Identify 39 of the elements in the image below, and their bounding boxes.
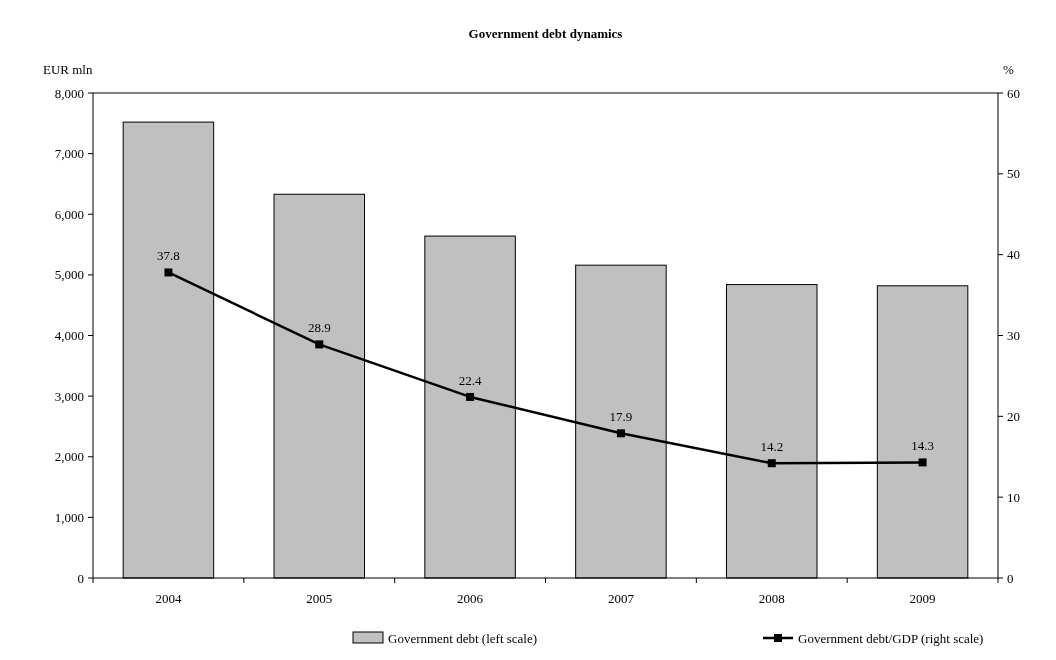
data-label: 14.2 [760, 439, 784, 455]
point [466, 392, 475, 401]
y-tick-label: 3,000 [54, 388, 84, 404]
y2-tick-label: 40 [1007, 247, 1020, 263]
y-tick-label: 5,000 [54, 267, 84, 283]
y2-axis-title: % [1003, 62, 1014, 77]
y2-tick-label: 10 [1007, 489, 1020, 505]
point [918, 458, 927, 467]
x-tick-label: 2004 [155, 591, 182, 606]
y2-tick-label: 30 [1007, 328, 1020, 344]
chart-title: Government debt dynamics [468, 26, 623, 41]
x-tick-label: 2007 [607, 591, 635, 606]
point [616, 429, 625, 438]
data-label: 17.9 [609, 409, 633, 425]
x-tick-label: 2005 [306, 591, 333, 606]
legend-label: Government debt/GDP (right scale) [798, 630, 984, 646]
y2-tick-label: 50 [1007, 166, 1020, 182]
data-label: 37.8 [157, 248, 180, 264]
x-tick-label: 2008 [758, 591, 785, 606]
legend-label: Government debt (left scale) [388, 630, 538, 646]
y-tick-label: 7,000 [54, 146, 84, 162]
data-label: 22.4 [458, 372, 482, 388]
y-tick-label: 0 [77, 570, 84, 586]
y2-tick-label: 60 [1007, 85, 1020, 101]
point [315, 340, 324, 349]
x-tick-label: 2009 [909, 591, 936, 606]
point [164, 268, 173, 277]
data-label: 14.3 [911, 438, 934, 454]
y2-tick-label: 20 [1007, 408, 1020, 424]
y-axis-title: EUR mln [43, 62, 93, 77]
x-tick-label: 2006 [457, 591, 484, 606]
y-tick-label: 8,000 [54, 85, 84, 101]
point [767, 459, 776, 468]
data-label: 28.9 [307, 320, 331, 336]
y-tick-label: 4,000 [54, 328, 84, 344]
y2-tick-label: 0 [1007, 570, 1014, 586]
y-tick-label: 1,000 [54, 509, 84, 525]
y-tick-label: 6,000 [54, 206, 84, 222]
y-tick-label: 2,000 [54, 449, 84, 465]
